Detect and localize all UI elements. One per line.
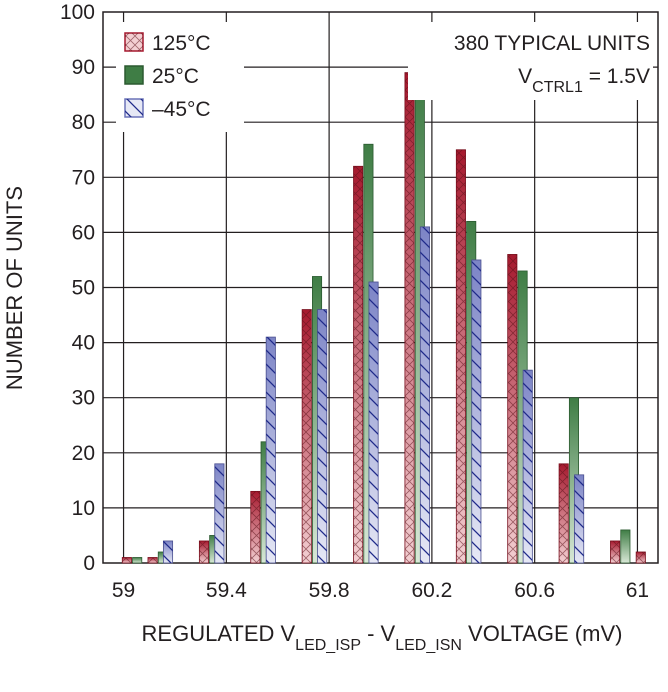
bar-hatch-125c	[147, 557, 158, 563]
y-axis-title: NUMBER OF UNITS	[2, 186, 27, 390]
y-tick-label: 80	[72, 111, 95, 134]
bar-hatch-minus45c	[574, 474, 584, 563]
x-axis-title-sub1: LED_ISP	[295, 637, 361, 654]
annotation-line2-main: V	[518, 65, 532, 88]
x-tick-label: 59	[112, 579, 135, 602]
y-tick-label: 40	[72, 332, 95, 355]
x-axis-title-part2: - V	[361, 621, 396, 646]
axis-ticks: 0 10 20 30 40 50 60 70 80 90 100 59 59.4 59.8 60.2 60.6…	[60, 1, 649, 602]
x-tick-label: 61	[626, 579, 649, 602]
bar-hatch-minus45c	[523, 370, 533, 563]
legend-swatch-125c-hatch	[125, 33, 143, 51]
bar-hatch-minus45c	[163, 540, 173, 563]
y-tick-label: 50	[72, 277, 95, 300]
x-axis-title: REGULATED VLED_ISP - VLED_ISN VOLTAGE (m…	[142, 621, 623, 654]
bars	[121, 72, 646, 564]
annotation-line2: VCTRL1 = 1.5V	[518, 65, 650, 96]
y-tick-label: 70	[72, 166, 95, 189]
bar-hatch-minus45c	[471, 259, 481, 563]
bar-hatch-125c	[353, 166, 363, 563]
x-axis-title-part3: VOLTAGE (mV)	[462, 621, 623, 646]
annotation-line2-rest: = 1.5V	[583, 65, 650, 88]
bar-hatch-125c	[199, 540, 209, 563]
y-tick-label: 60	[72, 221, 95, 244]
bar-hatch-125c	[636, 551, 646, 563]
y-tick-label: 20	[72, 442, 95, 465]
bar-hatch-minus45c	[420, 226, 430, 563]
x-tick-label: 59.4	[206, 579, 247, 602]
bar-hatch-125c	[456, 149, 466, 563]
annotation-background	[408, 22, 653, 100]
y-tick-label: 10	[72, 497, 95, 520]
legend-label-125c: 125°C	[152, 32, 211, 55]
legend-label-25c: 25°C	[152, 65, 199, 88]
bar-hatch-125c	[559, 463, 569, 563]
bar-hatch-125c	[404, 72, 415, 564]
legend: 125°C 25°C –45°C	[116, 22, 244, 132]
bar-hatch-125c	[507, 254, 517, 563]
bar-hatch-125c	[122, 557, 132, 563]
bar-25c	[132, 557, 143, 564]
legend-label-minus45c: –45°C	[152, 98, 211, 121]
legend-item-minus45c: –45°C	[124, 98, 211, 121]
x-axis-title-sub2: LED_ISN	[395, 637, 462, 654]
y-tick-label: 30	[72, 387, 95, 410]
bar-25c	[620, 529, 631, 564]
annotation-line2-sub: CTRL1	[532, 79, 583, 96]
annotation-line1: 380 TYPICAL UNITS	[454, 32, 650, 55]
bar-hatch-minus45c	[214, 463, 225, 563]
x-tick-label: 60.2	[411, 579, 452, 602]
bar-hatch-125c	[250, 491, 260, 563]
x-tick-label: 59.8	[309, 579, 350, 602]
y-tick-label: 90	[72, 56, 95, 79]
annotation: 380 TYPICAL UNITS VCTRL1 = 1.5V	[408, 22, 653, 100]
bar-hatch-125c	[610, 540, 620, 563]
legend-swatch-minus45c-hatch	[125, 99, 143, 117]
x-tick-label: 60.6	[514, 579, 555, 602]
bar-hatch-minus45c	[317, 309, 327, 563]
bar-hatch-125c	[302, 309, 312, 563]
legend-item-25c: 25°C	[124, 65, 199, 88]
legend-swatch-25c	[124, 65, 144, 85]
bar-hatch-minus45c	[266, 337, 276, 563]
legend-item-125c: 125°C	[124, 32, 211, 55]
x-axis-title-part1: REGULATED V	[142, 621, 296, 646]
y-tick-label: 100	[60, 1, 95, 24]
y-tick-label: 0	[83, 552, 95, 575]
bar-hatch-minus45c	[368, 281, 379, 563]
